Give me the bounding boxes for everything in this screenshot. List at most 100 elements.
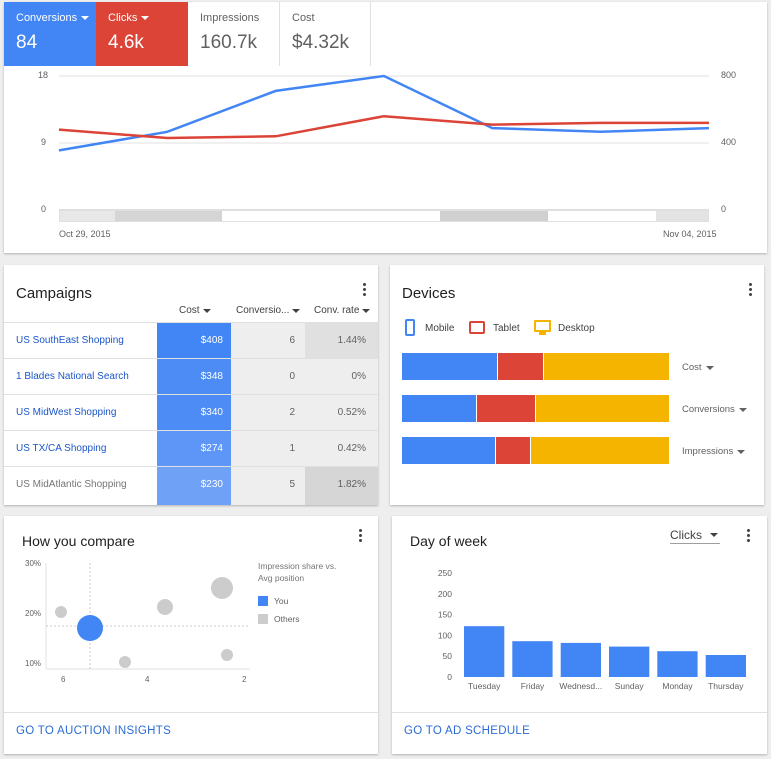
cost-cell: $230 xyxy=(157,467,231,505)
metric-cost[interactable]: Cost $4.32k xyxy=(280,2,371,66)
x-tick-label: Wednesd... xyxy=(559,681,602,691)
metric-conversions[interactable]: Conversions 84 xyxy=(4,2,96,66)
card-title: Devices xyxy=(402,285,456,302)
table-row[interactable]: US TX/CA Shopping $274 1 0.42% xyxy=(4,430,378,466)
legend-label: You xyxy=(274,596,289,606)
metric-label: Clicks xyxy=(108,12,138,24)
metric-impressions[interactable]: Impressions 160.7k xyxy=(188,2,280,66)
cost-cell: $408 xyxy=(157,323,231,358)
divider xyxy=(4,712,378,713)
legend-title: Impression share vs. Avg position xyxy=(258,561,337,583)
devices-card: Devices Mobile Tablet Desktop Cost Conve… xyxy=(390,265,764,505)
competitor-bubble[interactable] xyxy=(211,577,233,599)
competitor-bubble[interactable] xyxy=(119,656,131,668)
desktop-icon xyxy=(534,320,551,332)
conv-rate-cell: 0% xyxy=(305,359,378,394)
conversions-cell: 0 xyxy=(231,359,305,394)
bar-sunday[interactable] xyxy=(609,646,650,677)
competitor-bubble[interactable] xyxy=(55,606,67,618)
legend-label: Tablet xyxy=(493,323,520,334)
campaign-name[interactable]: US TX/CA Shopping xyxy=(16,443,107,454)
more-menu-icon[interactable] xyxy=(358,282,370,298)
x-tick: 4 xyxy=(145,675,150,684)
chevron-down-icon xyxy=(81,16,90,20)
legend-label: Desktop xyxy=(558,323,595,334)
legend-swatch xyxy=(258,614,268,624)
range-scrubber[interactable] xyxy=(59,210,709,222)
range-handle[interactable] xyxy=(440,211,548,221)
conv-rate-cell: 1.82% xyxy=(305,467,378,505)
bar-tuesday[interactable] xyxy=(464,626,505,677)
cost-cell: $348 xyxy=(157,359,231,394)
chevron-down-icon xyxy=(141,16,150,20)
device-metric-select[interactable]: Impressions xyxy=(682,446,746,457)
device-bar-segment[interactable] xyxy=(536,395,669,422)
bar-thursday[interactable] xyxy=(705,655,746,677)
divider xyxy=(392,712,767,713)
bar-monday[interactable] xyxy=(657,651,698,677)
card-title: Campaigns xyxy=(16,285,92,302)
device-bar-segment[interactable] xyxy=(498,353,544,380)
device-bar-segment[interactable] xyxy=(495,437,530,464)
y-tick-label: 50 xyxy=(443,651,453,661)
date-start: Oct 29, 2015 xyxy=(59,229,111,239)
column-header-cost[interactable]: Cost xyxy=(179,305,211,316)
campaign-name[interactable]: US MidAtlantic Shopping xyxy=(16,479,127,490)
campaign-name[interactable]: US SouthEast Shopping xyxy=(16,335,124,346)
chevron-down-icon xyxy=(710,532,718,537)
metric-label: Conversions xyxy=(16,12,78,24)
x-tick-label: Thursday xyxy=(708,681,744,691)
ad-schedule-link[interactable]: GO TO AD SCHEDULE xyxy=(404,725,531,737)
more-menu-icon[interactable] xyxy=(742,528,754,544)
tablet-icon xyxy=(469,321,485,334)
metric-clicks[interactable]: Clicks 4.6k xyxy=(96,2,188,66)
right-axis-tick: 400 xyxy=(721,137,737,147)
bubble-chart xyxy=(45,563,250,670)
device-bar-segment[interactable] xyxy=(402,395,477,422)
date-end: Nov 04, 2015 xyxy=(663,229,717,239)
performance-card: Conversions 84 Clicks 4.6k Impressions 1… xyxy=(4,2,767,253)
cost-cell: $274 xyxy=(157,431,231,466)
metric-label: Impressions xyxy=(200,12,260,24)
device-bar-segment[interactable] xyxy=(530,437,669,464)
chevron-down-icon xyxy=(738,407,747,412)
campaign-name[interactable]: US MidWest Shopping xyxy=(16,407,117,418)
series-line-conversions xyxy=(58,74,710,152)
table-row[interactable]: 1 Blades National Search $348 0 0% xyxy=(4,358,378,394)
x-tick: 6 xyxy=(61,675,66,684)
conv-rate-cell: 1.44% xyxy=(305,323,378,358)
competitor-bubble[interactable] xyxy=(157,599,173,615)
range-shade-right xyxy=(656,211,708,221)
more-menu-icon[interactable] xyxy=(354,528,366,544)
right-axis-tick: 0 xyxy=(721,204,727,214)
column-header-conv-rate[interactable]: Conv. rate xyxy=(314,305,371,316)
conv-rate-cell: 0.52% xyxy=(305,395,378,430)
device-bar-segment[interactable] xyxy=(402,353,498,380)
table-row[interactable]: US SouthEast Shopping $408 6 1.44% xyxy=(4,322,378,358)
device-bar-segment[interactable] xyxy=(544,353,669,380)
card-title: Day of week xyxy=(410,533,488,549)
campaigns-card: Campaigns Cost Conversio... Conv. rate U… xyxy=(4,265,378,505)
campaign-name[interactable]: 1 Blades National Search xyxy=(16,371,129,382)
y-tick-label: 150 xyxy=(438,610,452,620)
column-header-conversions[interactable]: Conversio... xyxy=(236,305,301,316)
table-row[interactable]: US MidWest Shopping $340 2 0.52% xyxy=(4,394,378,430)
auction-insights-link[interactable]: GO TO AUCTION INSIGHTS xyxy=(16,725,172,737)
competitor-bubble[interactable] xyxy=(221,649,233,661)
table-row[interactable]: US MidAtlantic Shopping $230 5 1.82% xyxy=(4,466,378,505)
device-bar-segment[interactable] xyxy=(402,437,495,464)
bar-friday[interactable] xyxy=(512,641,553,677)
you-bubble[interactable] xyxy=(77,615,103,641)
card-title: How you compare xyxy=(22,533,135,549)
device-metric-select[interactable]: Conversions xyxy=(682,404,747,415)
device-bar-segment[interactable] xyxy=(477,395,535,422)
x-tick-label: Tuesday xyxy=(468,681,501,691)
metric-value: $4.32k xyxy=(292,32,350,53)
more-menu-icon[interactable] xyxy=(744,282,756,298)
left-axis-tick: 18 xyxy=(38,70,49,80)
compare-card: How you compare 30% 20% 10% 6 4 2 Impres… xyxy=(4,516,378,754)
device-metric-select[interactable]: Cost xyxy=(682,362,714,373)
sort-icon xyxy=(362,308,371,313)
metric-select[interactable]: Clicks xyxy=(670,526,720,544)
bar-wednesd[interactable] xyxy=(560,642,601,677)
